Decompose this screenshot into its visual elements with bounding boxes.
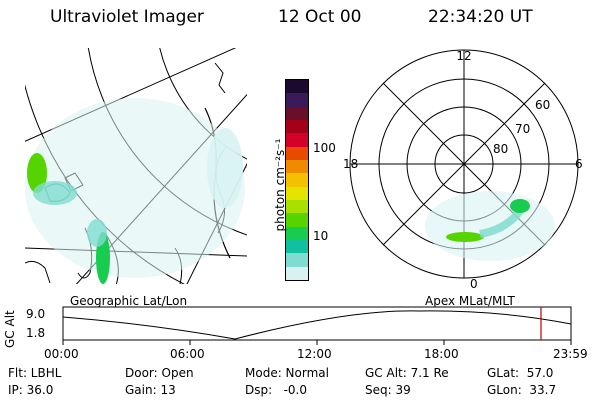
aurora-emission [510, 199, 530, 213]
colorbar-swatch [286, 106, 308, 120]
background-emission [425, 191, 555, 261]
glat-status: GLat: 57.0 [487, 366, 554, 380]
colorbar-swatch [286, 239, 308, 254]
colorbar-tick-100: 100 [313, 141, 336, 155]
colorbar-unit-label: photon cm⁻²s⁻¹ [273, 138, 287, 232]
meridian-line [25, 48, 237, 142]
colorbar-swatch [286, 133, 308, 147]
filter-status: Flt: LBHL [8, 366, 62, 380]
observation-date: 12 Oct 00 [278, 7, 362, 27]
altitude-curve [62, 310, 572, 340]
polar-plot: 12 18 6 0 60 70 80 [343, 49, 583, 291]
aurora-emission [27, 153, 47, 193]
mlt-line [382, 82, 546, 246]
mlt-label-18: 18 [343, 157, 358, 171]
ip-status: IP: 36.0 [8, 383, 54, 397]
timeline-xtick: 12:00 [297, 347, 332, 361]
mode-status: Mode: Normal [245, 366, 329, 380]
timeline-xtick: 18:00 [424, 347, 459, 361]
aurora-emission [87, 219, 107, 247]
colorbar-swatch [286, 186, 308, 200]
coastline [25, 260, 51, 284]
meridian-line [186, 162, 247, 284]
colorbar-swatch [286, 119, 308, 134]
seq-status: Seq: 39 [365, 383, 411, 397]
observation-time: 22:34:20 UT [428, 7, 533, 27]
timeline-ytick-max: 9.0 [26, 307, 46, 321]
door-status: Door: Open [125, 366, 194, 380]
geo-panel-label: Geographic Lat/Lon [70, 294, 188, 308]
colorbar-swatch [286, 199, 308, 214]
instrument-title: Ultraviolet Imager [50, 7, 204, 27]
timeline-axis-label: GC Alt [3, 310, 17, 348]
dsp-status: Dsp: -0.0 [245, 383, 308, 397]
timeline-xtick: 00:00 [44, 347, 79, 361]
coastline [214, 62, 226, 94]
polar-panel-label: Apex MLat/MLT [425, 294, 515, 308]
aurora-emission [207, 128, 243, 208]
timeline-ytick-min: 1.8 [26, 326, 46, 340]
mlat-label-80: 80 [493, 142, 508, 156]
mlt-label-12: 12 [456, 49, 471, 63]
mlt-label-0: 0 [470, 277, 478, 291]
timeline-xtick: 06:00 [170, 347, 205, 361]
mlt-label-6: 6 [575, 157, 583, 171]
colorbar-swatch [286, 146, 308, 160]
colorbar-swatch [286, 159, 308, 174]
gain-status: Gain: 13 [125, 383, 176, 397]
geographic-map [25, 48, 247, 284]
glon-status: GLon: 33.7 [487, 383, 557, 397]
altitude-timeline [62, 306, 572, 345]
colorbar-swatch [286, 266, 308, 280]
mlat-label-60: 60 [535, 98, 550, 112]
colorbar-swatch [286, 93, 308, 107]
colorbar-swatch [286, 253, 308, 267]
colorbar-swatch [286, 80, 308, 94]
colorbar [285, 79, 309, 281]
colorbar-swatch [286, 226, 308, 240]
aurora-emission [446, 232, 484, 242]
colorbar-tick-10: 10 [313, 229, 329, 243]
colorbar-swatch [286, 173, 308, 187]
timeline-xtick: 23:59 [553, 347, 588, 361]
timeline-frame [62, 306, 572, 341]
colorbar-swatch [286, 213, 308, 227]
gc-alt-status: GC Alt: 7.1 Re [365, 366, 449, 380]
mlat-label-70: 70 [515, 122, 530, 136]
background-emission [25, 98, 245, 278]
aurora-emission [33, 181, 77, 205]
